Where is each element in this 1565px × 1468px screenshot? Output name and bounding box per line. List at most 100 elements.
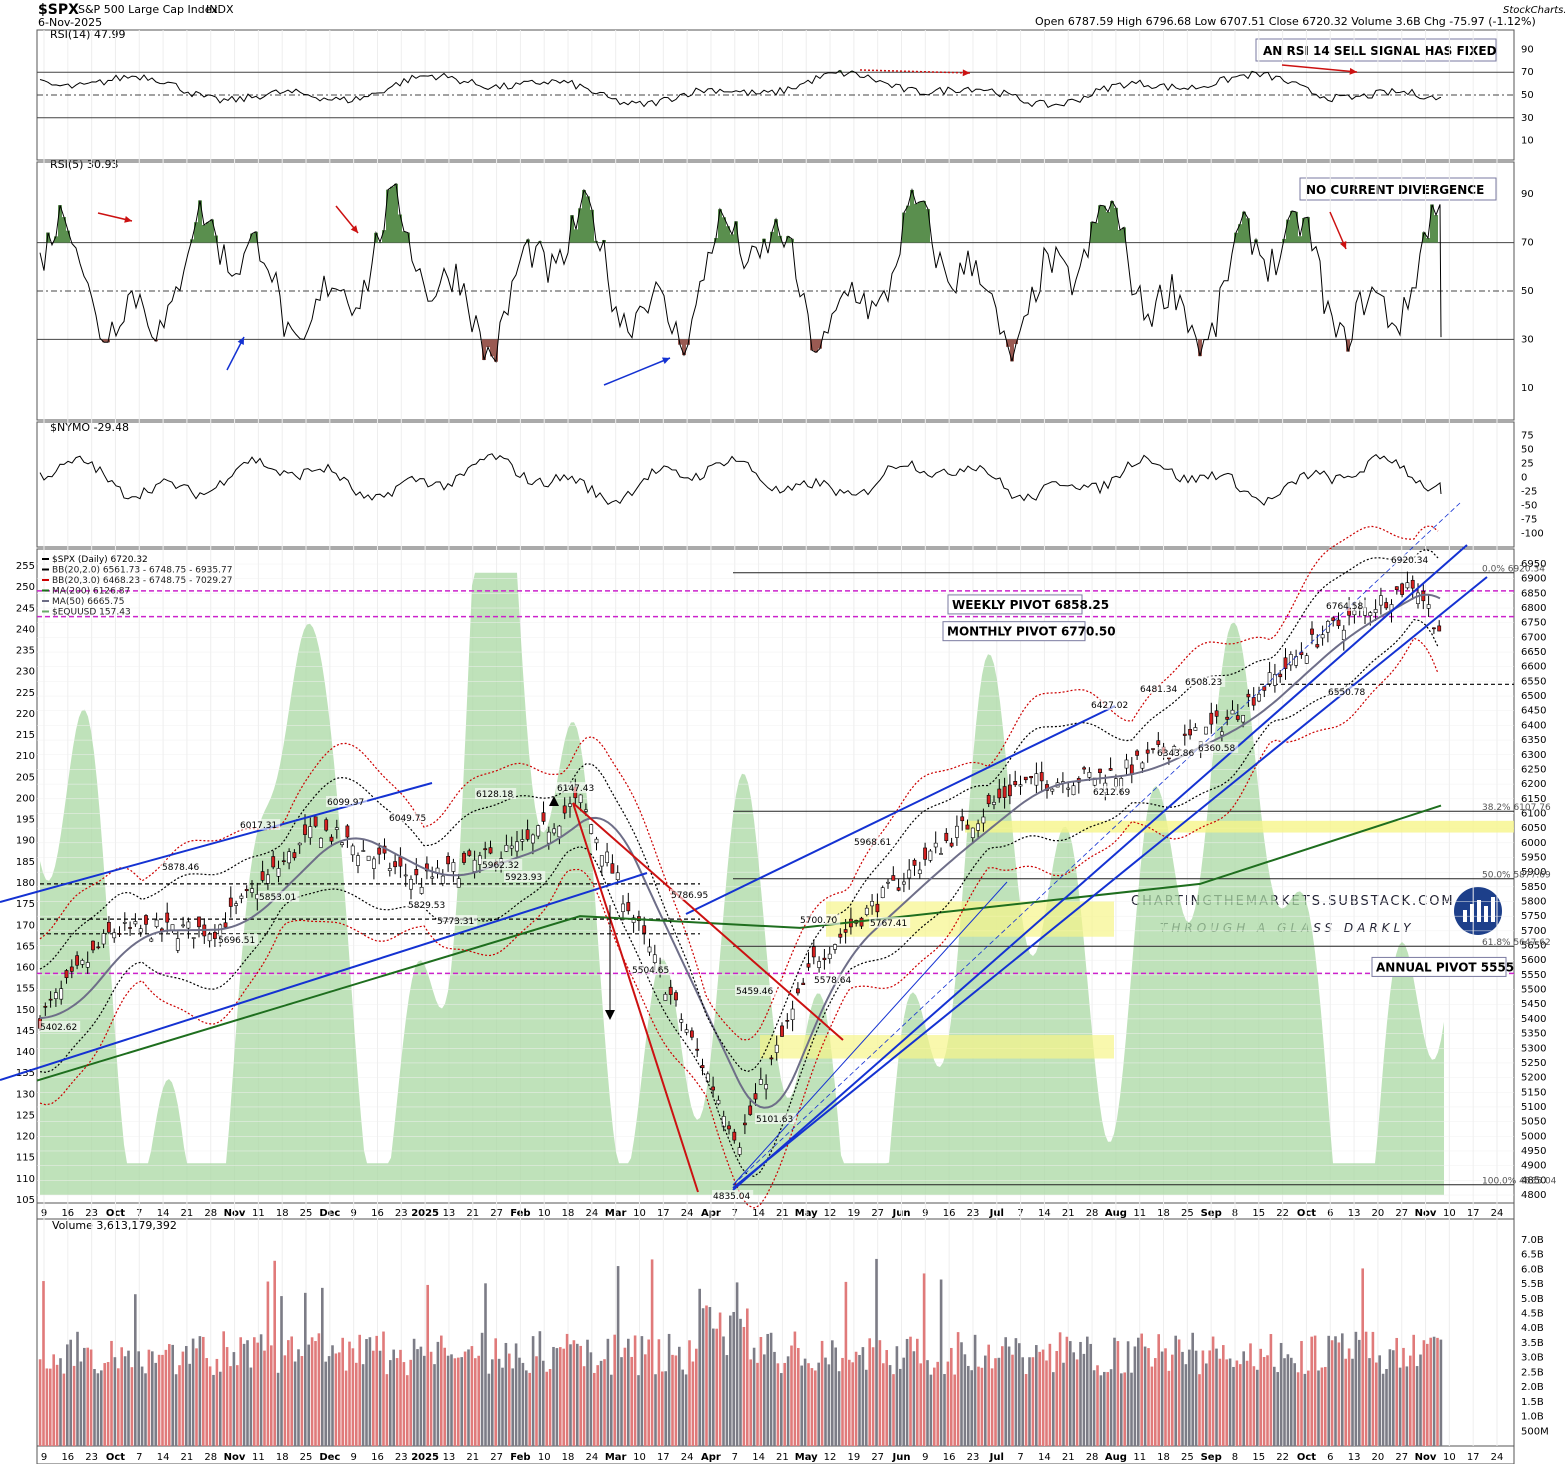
volume-bar [457, 1358, 460, 1446]
price-right-tick: 6850 [1521, 588, 1546, 599]
volume-bar [141, 1367, 144, 1446]
volume-bar [868, 1338, 871, 1446]
volume-bar [277, 1373, 280, 1446]
volume-bar [236, 1365, 239, 1446]
volume-bar [576, 1344, 579, 1446]
volume-bar [593, 1373, 596, 1446]
volume-bar [617, 1266, 620, 1446]
volume-bar [148, 1350, 151, 1446]
candle-body [542, 813, 545, 822]
price-left-tick: 240 [16, 624, 35, 635]
candle-body [1024, 777, 1027, 780]
price-right-tick: 5400 [1521, 1014, 1546, 1025]
candle-body [510, 846, 513, 848]
x-tick-label: Nov [224, 1452, 246, 1463]
candle-body [945, 833, 948, 840]
volume-bar [987, 1345, 990, 1446]
price-right-tick: 6200 [1521, 779, 1546, 790]
volume-bar [508, 1354, 511, 1446]
candle-body [91, 941, 94, 950]
volume-bar [1171, 1355, 1174, 1446]
volume-bar [814, 1370, 817, 1446]
volume-bar [464, 1352, 467, 1446]
volume-bar [834, 1348, 837, 1446]
rsi5-overbought-fill [1094, 223, 1098, 243]
candle-body [97, 947, 100, 948]
volume-bar [953, 1375, 956, 1446]
price-right-tick: 6900 [1521, 574, 1546, 585]
candle-body [1369, 613, 1372, 616]
volume-bar [1436, 1338, 1439, 1446]
candle-body [431, 877, 434, 878]
x-tick-label: 25 [300, 1452, 313, 1463]
volume-bar [100, 1370, 103, 1446]
candle-body [123, 922, 126, 923]
x-tick-label: 7 [1017, 1452, 1023, 1463]
volume-bar [229, 1366, 232, 1446]
price-label: 5459.46 [736, 987, 773, 997]
rsi5-overbought-fill [918, 202, 922, 243]
volume-bar [800, 1366, 803, 1446]
volume-bar [175, 1374, 178, 1446]
candle-body [261, 872, 264, 881]
volume-bar [624, 1348, 627, 1446]
volume-label: Volume 3,613,179,392 [52, 1219, 177, 1232]
volume-bar [345, 1371, 348, 1446]
x-tick-label: 16 [371, 1452, 384, 1463]
candle-body [908, 870, 911, 878]
rsi5-overbought-fill [1430, 204, 1434, 242]
price-left-tick: 120 [16, 1132, 35, 1143]
volume-bar [967, 1366, 970, 1446]
x-tick-label: 24 [681, 1452, 694, 1463]
candle-body [1083, 768, 1086, 769]
price-legend-item: $EQUUSD 157.43 [52, 608, 131, 618]
candle-body [462, 853, 465, 862]
price-legend-item: MA(50) 6665.75 [52, 597, 124, 607]
candle-body [685, 1030, 688, 1033]
volume-bar [420, 1347, 423, 1446]
candle-body [346, 826, 349, 837]
candle-body [1040, 772, 1043, 780]
candle-body [1210, 713, 1213, 724]
volume-bar [209, 1366, 212, 1446]
candle-body [1427, 605, 1430, 609]
volume-bar [477, 1356, 480, 1446]
volume-bar [382, 1332, 385, 1446]
candle-body [1252, 697, 1255, 705]
price-right-tick: 5600 [1521, 955, 1546, 966]
candle-body [515, 842, 518, 851]
candle-body [457, 879, 460, 888]
volume-bar [610, 1375, 613, 1446]
candle-body [134, 922, 137, 924]
volume-bar [1232, 1367, 1235, 1446]
x-tick-label: Mar [605, 1452, 627, 1463]
x-tick-label: Apr [701, 1452, 721, 1463]
volume-bar [964, 1354, 967, 1446]
rsi5-overbought-fill [1434, 215, 1438, 243]
price-left-tick: 175 [16, 899, 35, 910]
volume-bar [596, 1365, 599, 1446]
candle-body [1008, 785, 1011, 796]
volume-bar [454, 1358, 457, 1446]
candle-body [621, 904, 624, 912]
price-left-tick: 170 [16, 920, 35, 931]
volume-bar [766, 1334, 769, 1446]
price-label: 6550.78 [1328, 688, 1365, 698]
volume-bar [1341, 1333, 1344, 1446]
volume-bar [151, 1351, 154, 1446]
candle-body [881, 888, 884, 898]
candle-body [1432, 628, 1435, 629]
candle-body [775, 1045, 778, 1052]
candle-body [447, 856, 450, 864]
x-tick-label: 13 [1348, 1452, 1361, 1463]
x-tick-label: 27 [1395, 1452, 1408, 1463]
rsi14-tick: 30 [1521, 113, 1534, 124]
volume-bar [1361, 1268, 1364, 1446]
volume-bar [1358, 1340, 1361, 1446]
volume-bar [1304, 1374, 1307, 1446]
volume-bar [1314, 1336, 1317, 1446]
volume-bar [1134, 1346, 1137, 1446]
price-left-tick: 155 [16, 984, 35, 995]
price-right-tick: 5000 [1521, 1131, 1546, 1142]
